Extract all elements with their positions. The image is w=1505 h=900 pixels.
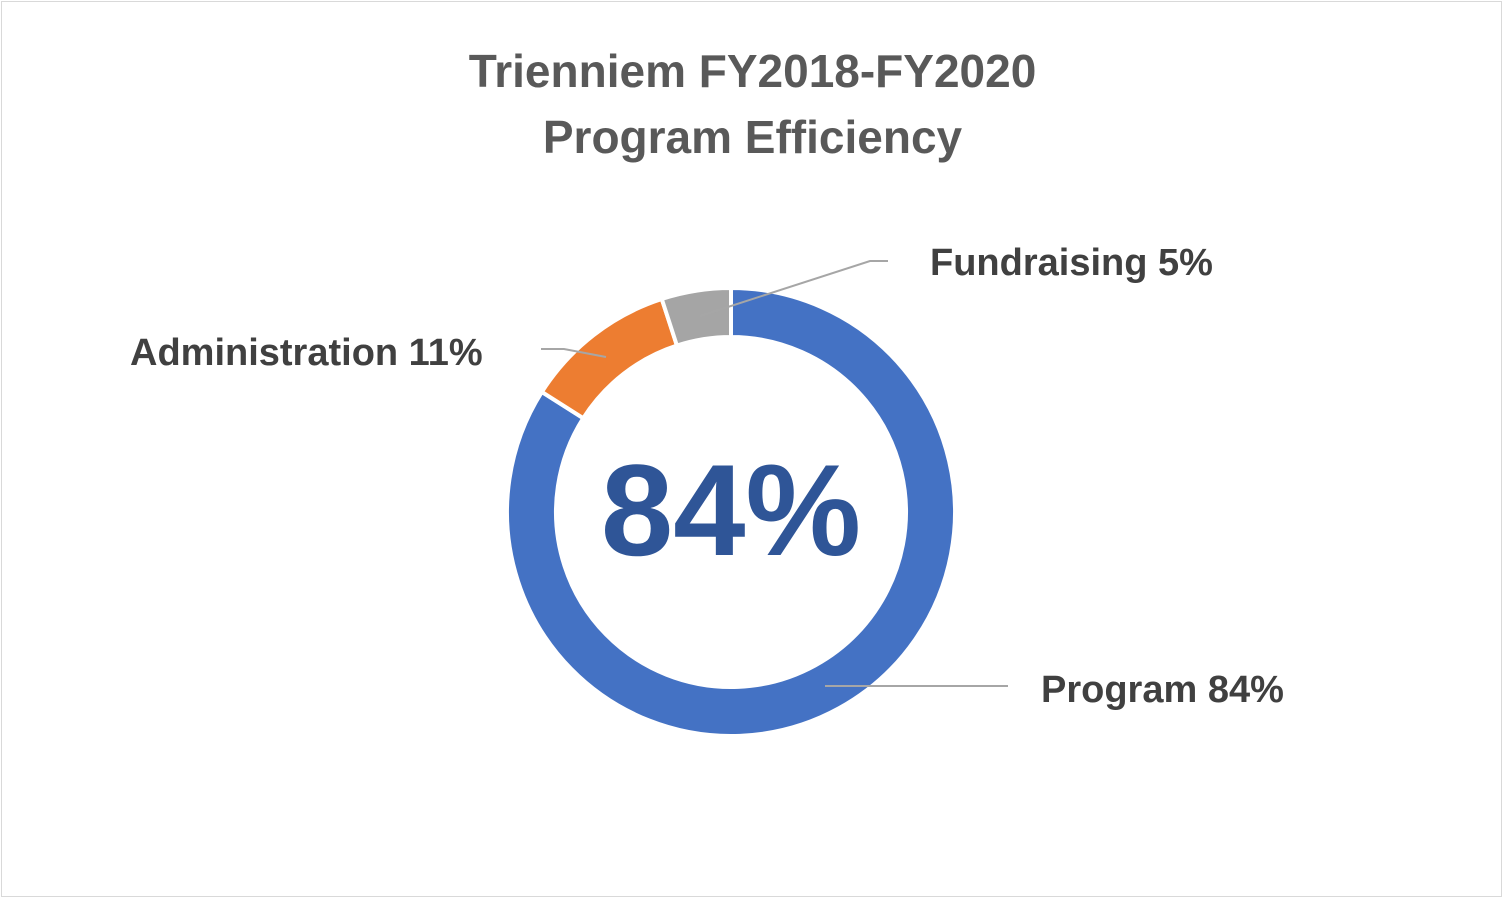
data-label-administration: Administration 11% xyxy=(130,332,483,374)
data-label-program: Program 84% xyxy=(1041,669,1284,711)
center-value: 84% xyxy=(601,437,861,583)
chart-title-line-1: Trienniem FY2018-FY2020 xyxy=(468,45,1037,97)
leader-line-administration xyxy=(541,348,607,358)
slice-program xyxy=(505,285,957,738)
chart-title: Trienniem FY2018-FY2020 Program Efficien… xyxy=(0,38,1505,170)
slice-administration xyxy=(539,296,680,421)
slice-fundraising xyxy=(659,285,733,349)
data-label-fundraising: Fundraising 5% xyxy=(930,242,1213,284)
leader-line-fundraising xyxy=(699,260,888,317)
chart-title-line-2: Program Efficiency xyxy=(542,111,963,163)
doughnut-slices xyxy=(505,285,957,738)
